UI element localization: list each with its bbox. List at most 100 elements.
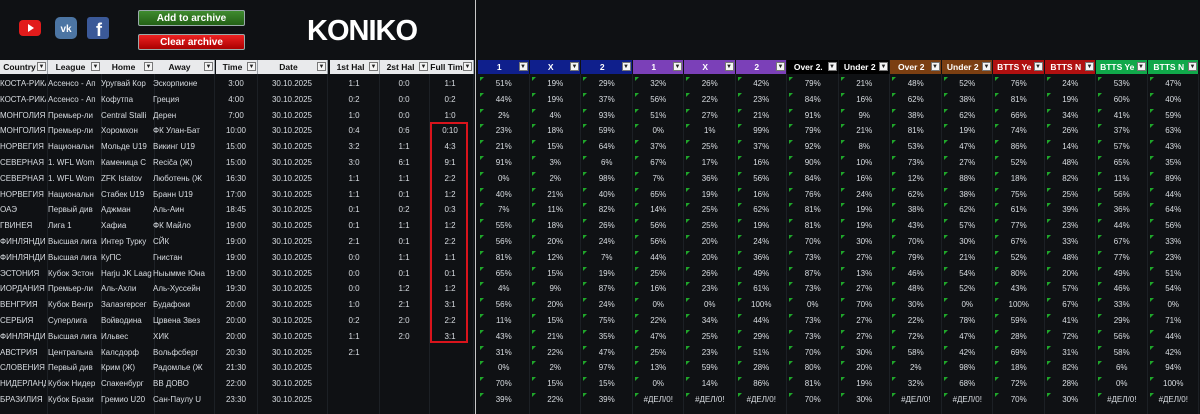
filter-dropdown-icon[interactable]: ▼ — [776, 62, 785, 71]
add-to-archive-button[interactable]: Add to archive — [138, 10, 245, 26]
comment-indicator-icon — [531, 314, 536, 318]
table-row[interactable]: ВЕНГРИЯ Кубок Венгр Залаэгерсег Будафоки 20:… — [0, 297, 1200, 313]
header-right-7[interactable]: Under 2 ▼ — [838, 60, 889, 74]
filter-dropdown-icon[interactable]: ▼ — [982, 62, 991, 71]
header-1[interactable]: League ▼ — [48, 60, 102, 74]
filter-dropdown-icon[interactable]: ▼ — [144, 62, 153, 71]
header-right-9[interactable]: Under 2 ▼ — [941, 60, 992, 74]
table-row[interactable]: МОНГОЛИЯ Премьер-ли Central Stalli Дерен 7:0… — [0, 108, 1200, 124]
gridline — [154, 74, 155, 414]
filter-dropdown-icon[interactable]: ▼ — [419, 62, 428, 71]
filter-dropdown-icon[interactable]: ▼ — [724, 62, 734, 71]
table-row[interactable]: НОРВЕГИЯ Национальн Мольде U19 Викинг U19 15… — [0, 139, 1200, 155]
table-cell: 40% — [1165, 94, 1182, 104]
filter-dropdown-icon[interactable]: ▼ — [247, 62, 256, 71]
table-cell: 21:30 — [225, 363, 247, 373]
header-right-6[interactable]: Over 2. ▼ — [787, 60, 838, 74]
filter-dropdown-icon[interactable]: ▼ — [37, 62, 46, 71]
header-5[interactable]: Date ▼ — [258, 60, 328, 74]
header-right-0[interactable]: 1 ▼ — [478, 60, 529, 74]
table-row[interactable]: СЕВЕРНАЯ И1. WFL Wom ZFK Istatov Люботень … — [0, 171, 1200, 187]
table-cell: 23% — [1165, 252, 1182, 262]
header-right-12[interactable]: BTTS Ye ▼ — [1096, 60, 1147, 74]
comment-indicator-icon — [995, 156, 999, 160]
filter-dropdown-icon[interactable]: ▼ — [1188, 62, 1197, 71]
header-4[interactable]: Time ▼ — [216, 60, 258, 74]
comment-indicator-icon — [840, 314, 845, 318]
comment-indicator-icon — [686, 361, 690, 366]
clear-archive-button[interactable]: Clear archive — [138, 34, 245, 50]
header-right-8[interactable]: Over 2 ▼ — [890, 60, 941, 74]
table-cell: 28% — [753, 363, 770, 373]
header-right-10[interactable]: BTTS Ye ▼ — [993, 60, 1044, 74]
table-row[interactable]: НИДЕРЛАНД Кубок Нидер Спакенбург ВВ ДОВО 22:… — [0, 376, 1200, 392]
table-cell: 0% — [652, 300, 665, 310]
comment-indicator-icon — [686, 187, 690, 192]
vk-icon[interactable]: vk — [54, 16, 78, 40]
filter-dropdown-icon[interactable]: ▼ — [621, 62, 631, 71]
table-cell: 20:30 — [225, 347, 247, 357]
header-right-4[interactable]: X ▼ — [684, 60, 735, 74]
table-cell: БРАЗИЛИЯ — [0, 395, 43, 404]
header-label: Home — [111, 62, 136, 72]
comment-indicator-icon — [943, 140, 948, 145]
header-right-3[interactable]: 1 ▼ — [632, 60, 683, 74]
table-row[interactable]: КОСТА-РИКА Ассенсо - Ап Кофутпа Греция 4:00 3… — [0, 92, 1200, 108]
header-3[interactable]: Away ▼ — [153, 60, 215, 74]
table-row[interactable]: БРАЗИЛИЯ Кубок Брази Гремио U20 Сан-Паулу U… — [0, 392, 1200, 408]
filter-dropdown-icon[interactable]: ▼ — [369, 62, 378, 71]
table-row[interactable]: КОСТА-РИКА Ассенсо - Ап Уругвай Кор Эскорпи… — [0, 76, 1200, 92]
filter-dropdown-icon[interactable]: ▼ — [1033, 62, 1043, 71]
header-right-11[interactable]: BTTS N ▼ — [1044, 60, 1095, 74]
header-right-2[interactable]: 2 ▼ — [581, 60, 632, 74]
table-cell: 0:4 — [348, 126, 360, 136]
filter-dropdown-icon[interactable]: ▼ — [317, 62, 326, 71]
table-cell: ЭСТОНИЯ — [0, 268, 40, 278]
table-row[interactable]: ФИНЛЯНДИЯВысшая лига КуПС Гнистан 19:00 30.1… — [0, 250, 1200, 266]
comment-indicator-icon — [480, 377, 484, 382]
table-row[interactable]: ФИНЛЯНДИЯВысшая лига Ильвес ХИК 20:00 30.10.… — [0, 329, 1200, 345]
youtube-icon[interactable] — [18, 16, 42, 40]
table-row[interactable]: ИОРДАНИЯ Премьер-ли Аль-Ахли Аль-Хуссейн 19:… — [0, 281, 1200, 297]
filter-dropdown-icon[interactable]: ▼ — [463, 62, 472, 71]
table-cell: 76% — [1010, 79, 1027, 88]
table-row[interactable]: ФИНЛЯНДИЯВысшая лига Интер Турку СЙК 19:00 3… — [0, 234, 1200, 250]
table-cell: Аджман — [101, 205, 131, 215]
table-row[interactable]: ОАЭ Первый див Аджман Аль-Аин 18:45 30.10.202… — [0, 202, 1200, 218]
table-cell: 30.10.2025 — [271, 110, 313, 120]
header-right-1[interactable]: X ▼ — [529, 60, 580, 74]
comment-indicator-icon — [1149, 77, 1154, 81]
table-row[interactable]: АВСТРИЯ Центральна Калсдорф Вольфсберг 20:30… — [0, 345, 1200, 361]
filter-dropdown-icon[interactable]: ▼ — [1085, 62, 1094, 71]
facebook-icon[interactable]: f — [86, 16, 110, 40]
header-6[interactable]: 1st Hal ▼ — [330, 60, 380, 74]
header-2[interactable]: Home ▼ — [101, 60, 155, 74]
filter-dropdown-icon[interactable]: ▼ — [91, 62, 100, 71]
table-cell: 40% — [598, 189, 615, 199]
filter-dropdown-icon[interactable]: ▼ — [879, 62, 888, 71]
table-cell: 86% — [1010, 142, 1027, 152]
filter-dropdown-icon[interactable]: ▼ — [570, 62, 579, 71]
header-0[interactable]: Country ▼ — [0, 60, 48, 74]
table-cell: 30.10.2025 — [271, 379, 313, 389]
table-row[interactable]: ЭСТОНИЯ Кубок Эстон Harju JK Laag Ныымме Юн… — [0, 266, 1200, 282]
table-row[interactable]: МОНГОЛИЯ Премьер-ли Хоромхон ФК Улан-Бат 10:… — [0, 123, 1200, 139]
filter-dropdown-icon[interactable]: ▼ — [673, 62, 682, 71]
table-cell: 0:0 — [348, 252, 360, 262]
table-row[interactable]: НОРВЕГИЯ Национальн Стабек U19 Бранн U19 17:… — [0, 187, 1200, 203]
table-cell: 98% — [598, 173, 615, 183]
header-right-13[interactable]: BTTS N ▼ — [1147, 60, 1198, 74]
filter-dropdown-icon[interactable]: ▼ — [827, 62, 837, 71]
filter-dropdown-icon[interactable]: ▼ — [930, 62, 940, 71]
header-7[interactable]: 2st Hal ▼ — [380, 60, 430, 74]
header-8[interactable]: Full Tim ▼ — [428, 60, 474, 74]
filter-dropdown-icon[interactable]: ▼ — [204, 62, 213, 71]
filter-dropdown-icon[interactable]: ▼ — [518, 62, 528, 71]
table-row[interactable]: ГВИНЕЯ Лига 1 Хафиа ФК Майло 19:00 30.10.2025… — [0, 218, 1200, 234]
table-row[interactable]: СЕРБИЯ Суперлига Войводина Црвена Звез 20:00… — [0, 313, 1200, 329]
comment-indicator-icon — [583, 92, 587, 97]
table-row[interactable]: СЕВЕРНАЯ И1. WFL Wom Каменица С Reciča (Ж)… — [0, 155, 1200, 171]
table-row[interactable]: СЛОВЕНИЯ Первый див Крим (Ж) Радомлье (Ж 21:… — [0, 360, 1200, 376]
header-right-5[interactable]: 2 ▼ — [735, 60, 786, 74]
filter-dropdown-icon[interactable]: ▼ — [1136, 62, 1146, 71]
